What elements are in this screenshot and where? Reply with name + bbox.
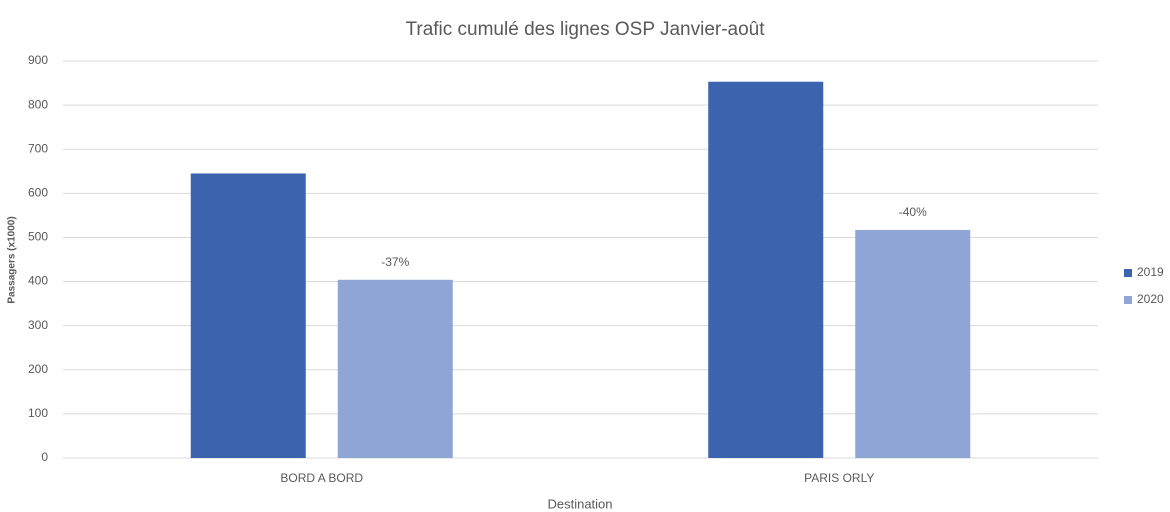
x-tick-label: PARIS ORLY <box>804 471 874 485</box>
y-tick-label: 500 <box>28 230 48 244</box>
legend-swatch <box>1124 296 1132 304</box>
bar <box>708 81 824 458</box>
bar <box>190 173 306 458</box>
legend-swatch <box>1124 269 1132 277</box>
y-tick-label: 200 <box>28 362 48 376</box>
bar <box>855 229 971 458</box>
chart-title: Trafic cumulé des lignes OSP Janvier-aoû… <box>405 19 765 40</box>
y-axis-label: Passagers (x1000) <box>7 216 18 303</box>
legend-label: 2020 <box>1137 292 1164 306</box>
y-tick-label: 400 <box>28 274 48 288</box>
y-tick-label: 0 <box>41 450 48 464</box>
y-tick-label: 300 <box>28 318 48 332</box>
y-tick-label: 800 <box>28 97 48 111</box>
x-axis-label: Destination <box>547 496 612 511</box>
y-tick-label: 600 <box>28 186 48 200</box>
y-tick-label: 700 <box>28 141 48 155</box>
bar <box>337 279 453 458</box>
y-tick-label: 900 <box>28 53 48 67</box>
bar-annotation: -37% <box>381 255 409 269</box>
x-tick-label: BORD A BORD <box>280 471 363 485</box>
bar-annotation: -40% <box>899 205 927 219</box>
y-tick-label: 100 <box>28 406 48 420</box>
legend-label: 2019 <box>1137 265 1164 279</box>
